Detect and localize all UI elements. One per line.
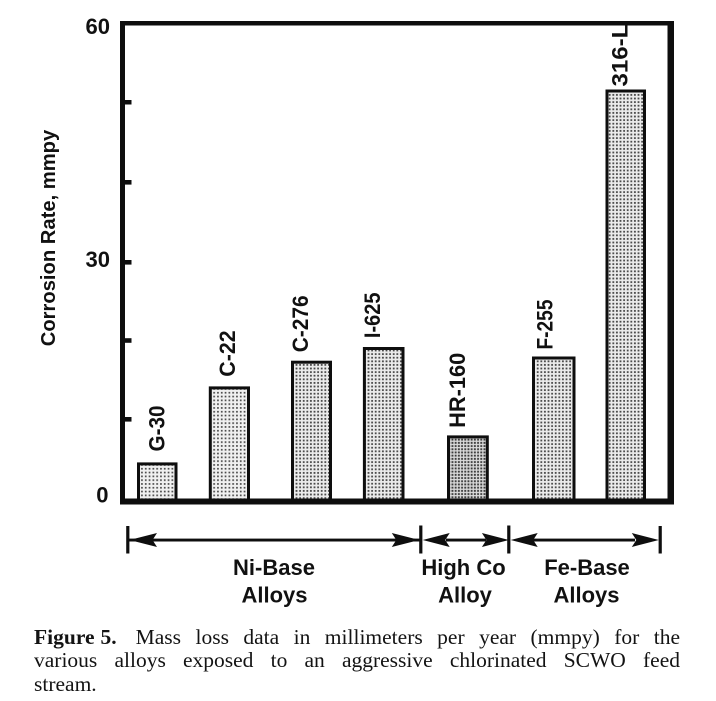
svg-text:HR-160: HR-160 — [445, 353, 470, 428]
svg-text:60: 60 — [86, 14, 110, 39]
svg-text:316-L: 316-L — [607, 24, 632, 87]
svg-text:Corrosion Rate, mmpy: Corrosion Rate, mmpy — [38, 129, 60, 346]
svg-text:Alloys: Alloys — [553, 583, 619, 608]
svg-text:Alloy: Alloy — [438, 583, 493, 608]
svg-text:I-625: I-625 — [360, 292, 385, 338]
svg-text:Ni-Base: Ni-Base — [233, 555, 315, 580]
svg-text:30: 30 — [86, 247, 110, 272]
svg-text:C-22: C-22 — [214, 330, 240, 376]
svg-text:Alloys: Alloys — [241, 583, 307, 608]
svg-text:F-255: F-255 — [533, 299, 558, 349]
svg-text:Fe-Base: Fe-Base — [544, 555, 630, 580]
svg-text:0: 0 — [96, 483, 108, 508]
svg-text:C-276: C-276 — [287, 295, 313, 352]
svg-text:High Co: High Co — [421, 555, 505, 580]
svg-text:G-30: G-30 — [144, 405, 170, 451]
